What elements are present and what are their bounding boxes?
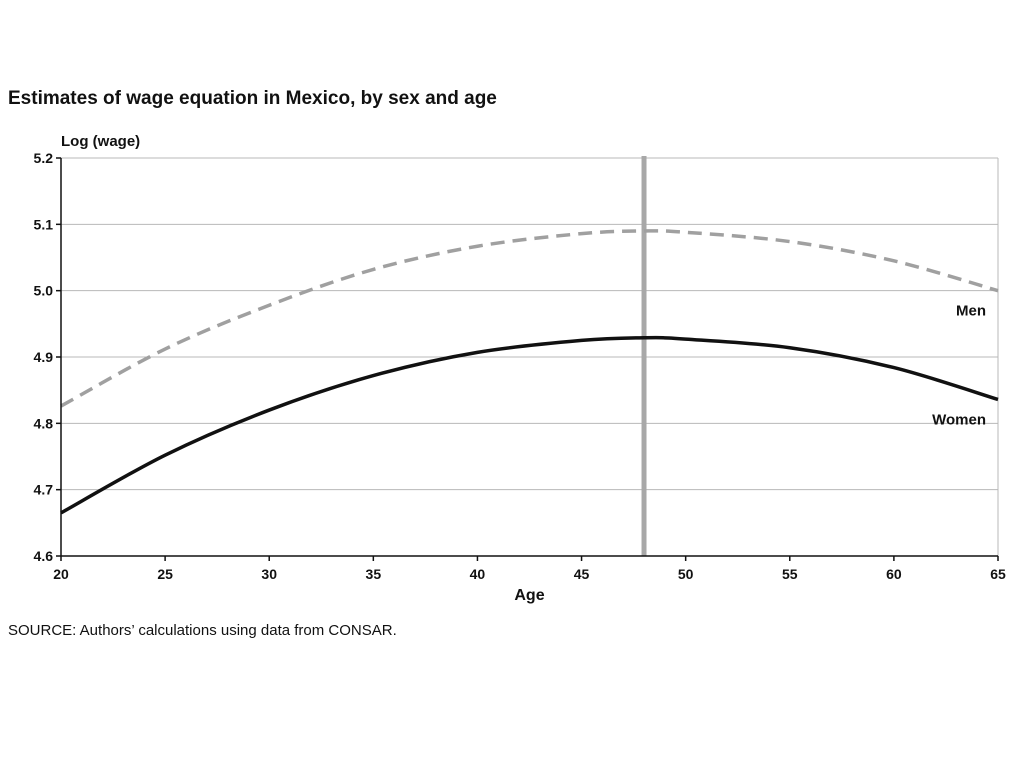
x-axis-title: Age	[514, 587, 544, 604]
x-tick-label-8: 60	[886, 566, 902, 582]
y-tick-label-5: 5.1	[34, 216, 54, 232]
y-tick-label-0: 4.6	[34, 548, 54, 564]
source-note: SOURCE: Authors’ calculations using data…	[8, 622, 397, 639]
grid-lines	[61, 157, 999, 556]
axes	[56, 157, 999, 561]
x-tick-label-3: 35	[366, 566, 382, 582]
series-line-women	[60, 335, 999, 515]
y-tick-label-3: 4.9	[34, 349, 54, 365]
y-tick-label-2: 4.8	[34, 415, 54, 431]
x-tick-label-2: 30	[261, 566, 277, 582]
x-tick-label-0: 20	[53, 566, 69, 582]
x-tick-label-6: 50	[678, 566, 694, 582]
series-line-men	[60, 229, 999, 408]
y-tick-label-6: 5.2	[34, 150, 54, 166]
y-axis-title: Log (wage)	[61, 133, 140, 150]
x-tick-label-1: 25	[157, 566, 173, 582]
y-tick-label-4: 5.0	[34, 283, 54, 299]
x-tick-label-7: 55	[782, 566, 798, 582]
x-tick-label-5: 45	[574, 566, 590, 582]
y-tick-label-1: 4.7	[34, 482, 54, 498]
x-tick-label-9: 65	[990, 566, 1006, 582]
series-lines	[60, 229, 999, 515]
labels: Men Women 4.6 4.7 4.8 4.9 5.0 5.1 5.2 20 25 30 35 40 4…	[34, 133, 1006, 604]
series-label-men: Men	[956, 303, 986, 320]
x-tick-label-4: 40	[470, 566, 486, 582]
chart-title: Estimates of wage equation in Mexico, by…	[8, 88, 497, 109]
series-label-women: Women	[932, 411, 986, 428]
